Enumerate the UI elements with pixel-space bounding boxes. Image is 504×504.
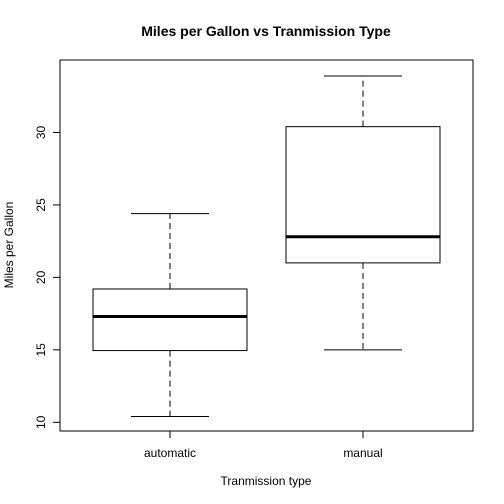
y-axis: 10 15 20 25 30 (34, 125, 61, 429)
x-tick-label: manual (343, 446, 382, 460)
y-tick-label: 10 (34, 415, 48, 429)
box-manual (285, 75, 441, 351)
x-axis: automatic manual (144, 430, 383, 460)
y-tick-label: 30 (34, 125, 48, 139)
x-tick-label: automatic (144, 446, 196, 460)
iqr-box (92, 288, 248, 352)
box-automatic (92, 213, 248, 418)
x-axis-label: Tranmission type (221, 474, 312, 488)
y-tick-label: 20 (34, 270, 48, 284)
y-axis-label: Miles per Gallon (2, 202, 16, 289)
chart-title: Miles per Gallon vs Tranmission Type (141, 23, 391, 39)
iqr-box (285, 126, 441, 264)
y-tick-label: 25 (34, 198, 48, 212)
y-tick-label: 15 (34, 343, 48, 357)
boxes (92, 75, 441, 418)
